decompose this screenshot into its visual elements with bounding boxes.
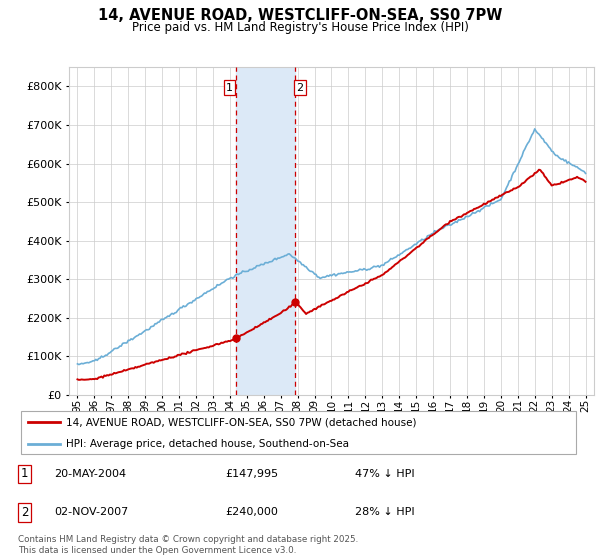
Text: Price paid vs. HM Land Registry's House Price Index (HPI): Price paid vs. HM Land Registry's House … [131, 21, 469, 34]
Text: 1: 1 [21, 468, 28, 480]
Text: £147,995: £147,995 [226, 469, 278, 479]
Text: 2: 2 [21, 506, 28, 519]
Text: £240,000: £240,000 [226, 507, 278, 517]
Text: 47% ↓ HPI: 47% ↓ HPI [355, 469, 414, 479]
FancyBboxPatch shape [21, 411, 576, 454]
Text: 20-MAY-2004: 20-MAY-2004 [55, 469, 127, 479]
Bar [236, 67, 295, 395]
Text: 1: 1 [226, 83, 233, 92]
Text: HPI: Average price, detached house, Southend-on-Sea: HPI: Average price, detached house, Sout… [65, 438, 349, 449]
Text: Contains HM Land Registry data © Crown copyright and database right 2025.
This d: Contains HM Land Registry data © Crown c… [18, 535, 358, 555]
Text: 14, AVENUE ROAD, WESTCLIFF-ON-SEA, SS0 7PW (detached house): 14, AVENUE ROAD, WESTCLIFF-ON-SEA, SS0 7… [65, 417, 416, 427]
Text: 02-NOV-2007: 02-NOV-2007 [55, 507, 129, 517]
Text: 28% ↓ HPI: 28% ↓ HPI [355, 507, 414, 517]
Text: 14, AVENUE ROAD, WESTCLIFF-ON-SEA, SS0 7PW: 14, AVENUE ROAD, WESTCLIFF-ON-SEA, SS0 7… [98, 8, 502, 24]
Text: 2: 2 [296, 83, 304, 92]
